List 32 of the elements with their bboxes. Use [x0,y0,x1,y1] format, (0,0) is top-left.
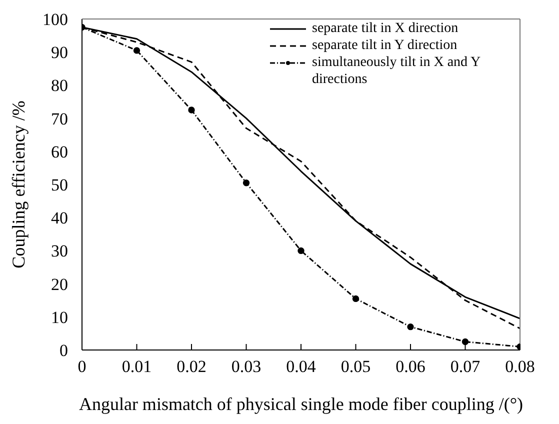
x-tick-label: 0.08 [505,357,535,376]
x-tick-label: 0 [78,357,86,376]
y-axis-title: Coupling efficiency /% [8,100,28,268]
x-tick-label: 0.01 [122,357,152,376]
y-tick-label: 100 [42,10,68,30]
point [462,338,469,346]
x-tick-label: 0.03 [231,357,262,376]
x-tick-label: 0.05 [340,357,371,376]
y-tick-label: 10 [51,308,68,327]
y-tick-label: 30 [51,242,68,261]
point [133,47,140,54]
y-tick-label: 70 [51,109,68,128]
y-tick-label: 20 [51,274,68,294]
point [407,323,414,330]
x-tick-label: 0.02 [176,357,206,376]
legend-label: separate tilt in X direction [312,20,458,37]
y-tick-label: 40 [51,208,68,228]
y-tick-label: 50 [51,176,68,195]
legend-label: separate tilt in Y direction [312,37,458,54]
y-tick-label: 0 [60,341,68,360]
point [242,179,250,186]
legend-label: simultaneously tilt in X and Y directions [312,54,482,88]
y-tick-label: 80 [51,76,68,96]
point [188,106,195,114]
x-tick-label: 0.06 [396,357,426,376]
y-tick-label: 60 [51,142,68,162]
point [298,247,304,254]
x-axis-title: Angular mismatch of physical single mode fiber coupling /(°) [78,394,524,414]
x-tick-label: 0.07 [450,357,481,376]
x-tick-label: 0.04 [286,357,316,376]
y-tick-label: 90 [51,43,68,62]
point [352,295,360,302]
